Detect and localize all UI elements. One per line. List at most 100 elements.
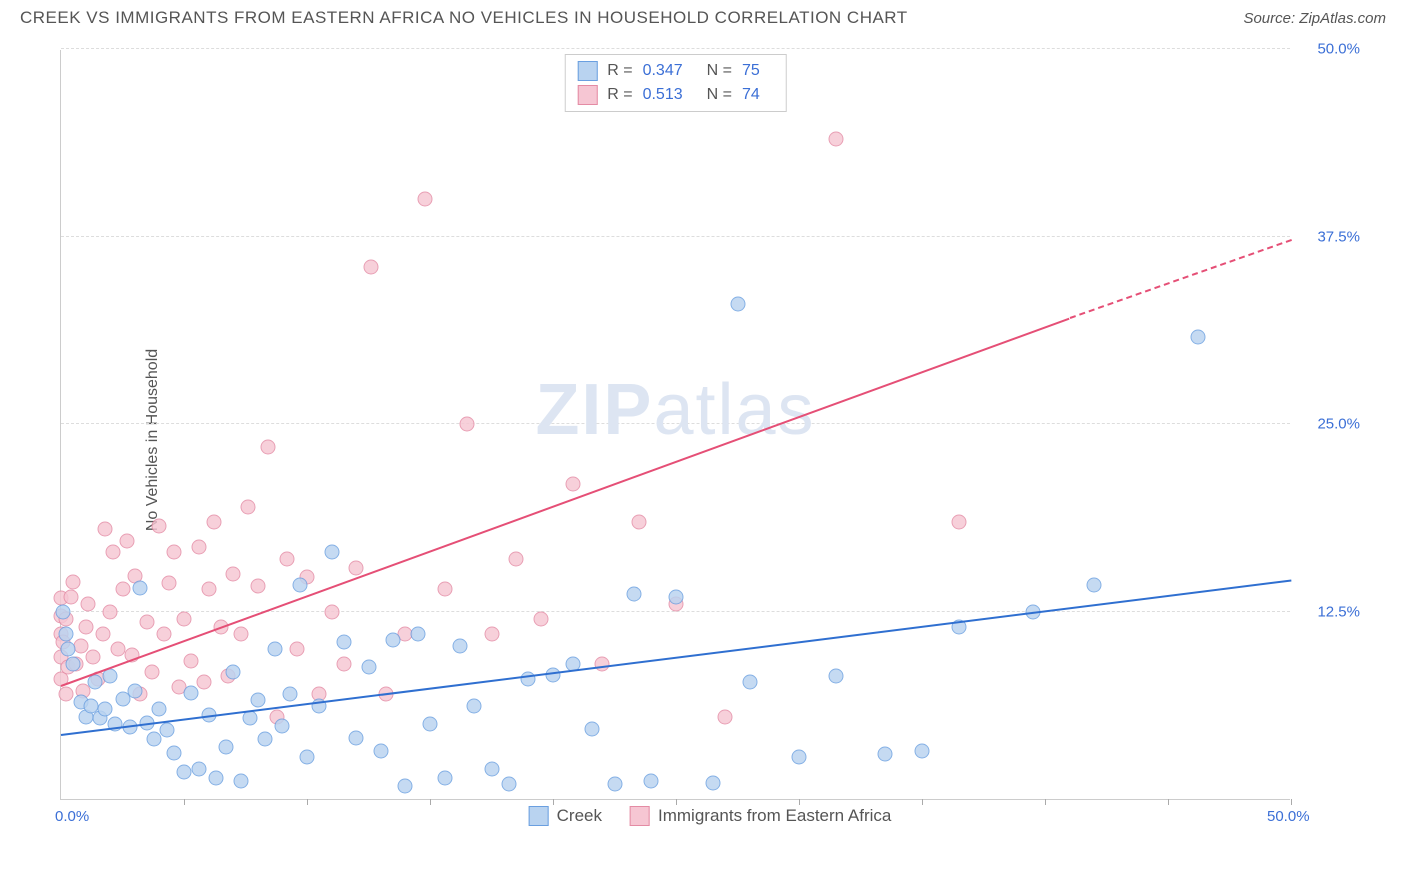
watermark-bold: ZIP — [535, 370, 653, 450]
stats-legend: R = 0.347 N = 75 R = 0.513 N = 74 — [564, 54, 787, 112]
data-point-creek — [373, 744, 388, 759]
x-tick — [184, 799, 185, 805]
data-point-creek — [336, 634, 351, 649]
data-point-immigrants — [167, 544, 182, 559]
data-point-immigrants — [240, 499, 255, 514]
data-point-immigrants — [201, 582, 216, 597]
data-point-creek — [792, 750, 807, 765]
x-tick — [1291, 799, 1292, 805]
data-point-creek — [208, 771, 223, 786]
swatch-immigrants — [577, 85, 597, 105]
data-point-creek — [268, 642, 283, 657]
data-point-creek — [501, 777, 516, 792]
x-tick — [553, 799, 554, 805]
data-point-creek — [705, 775, 720, 790]
data-point-creek — [828, 669, 843, 684]
data-point-immigrants — [418, 192, 433, 207]
regression-line — [61, 317, 1070, 686]
data-point-creek — [669, 589, 684, 604]
data-point-immigrants — [98, 522, 113, 537]
data-point-immigrants — [157, 627, 172, 642]
data-point-creek — [88, 675, 103, 690]
data-point-creek — [218, 739, 233, 754]
x-tick-label: 50.0% — [1267, 808, 1310, 825]
y-tick-label: 25.0% — [1317, 416, 1360, 433]
chart-area: No Vehicles in Household ZIPatlas R = 0.… — [50, 50, 1370, 830]
data-point-immigrants — [828, 132, 843, 147]
data-point-creek — [282, 687, 297, 702]
data-point-creek — [159, 723, 174, 738]
swatch-immigrants-icon — [630, 806, 650, 826]
data-point-immigrants — [233, 627, 248, 642]
data-point-immigrants — [105, 544, 120, 559]
watermark-rest: atlas — [653, 370, 815, 450]
gridline — [61, 236, 1290, 237]
data-point-immigrants — [363, 259, 378, 274]
data-point-immigrants — [115, 582, 130, 597]
stats-row-creek: R = 0.347 N = 75 — [577, 59, 774, 83]
swatch-creek — [577, 61, 597, 81]
data-point-immigrants — [484, 627, 499, 642]
data-point-immigrants — [196, 675, 211, 690]
data-point-immigrants — [595, 657, 610, 672]
legend-item-creek: Creek — [529, 806, 602, 826]
r-label: R = — [607, 62, 632, 80]
data-point-creek — [423, 717, 438, 732]
data-point-creek — [361, 660, 376, 675]
r-value-creek: 0.347 — [643, 62, 683, 80]
data-point-immigrants — [565, 477, 580, 492]
data-point-creek — [61, 642, 76, 657]
r-value-immigrants: 0.513 — [643, 86, 683, 104]
data-point-creek — [585, 721, 600, 736]
data-point-immigrants — [95, 627, 110, 642]
data-point-creek — [607, 777, 622, 792]
data-point-creek — [292, 577, 307, 592]
data-point-immigrants — [177, 612, 192, 627]
y-tick-label: 50.0% — [1317, 41, 1360, 58]
data-point-creek — [58, 627, 73, 642]
gridline — [61, 48, 1290, 49]
r-label: R = — [607, 86, 632, 104]
data-point-creek — [627, 586, 642, 601]
x-tick-label: 0.0% — [55, 808, 89, 825]
data-point-immigrants — [336, 657, 351, 672]
data-point-creek — [742, 675, 757, 690]
n-value-creek: 75 — [742, 62, 760, 80]
data-point-creek — [300, 750, 315, 765]
data-point-creek — [484, 762, 499, 777]
y-tick-label: 12.5% — [1317, 603, 1360, 620]
data-point-immigrants — [290, 642, 305, 657]
data-point-immigrants — [120, 534, 135, 549]
data-point-immigrants — [66, 574, 81, 589]
data-point-creek — [184, 685, 199, 700]
data-point-creek — [127, 684, 142, 699]
data-point-immigrants — [324, 604, 339, 619]
data-point-immigrants — [58, 687, 73, 702]
data-point-creek — [398, 778, 413, 793]
chart-title: CREEK VS IMMIGRANTS FROM EASTERN AFRICA … — [20, 8, 908, 28]
data-point-immigrants — [152, 519, 167, 534]
scatter-plot: ZIPatlas R = 0.347 N = 75 R = 0.513 N = … — [60, 50, 1290, 800]
x-tick — [799, 799, 800, 805]
data-point-immigrants — [280, 552, 295, 567]
data-point-creek — [1190, 330, 1205, 345]
data-point-creek — [132, 580, 147, 595]
n-label: N = — [707, 62, 732, 80]
x-tick — [676, 799, 677, 805]
n-value-immigrants: 74 — [742, 86, 760, 104]
header: CREEK VS IMMIGRANTS FROM EASTERN AFRICA … — [0, 0, 1406, 32]
x-tick — [922, 799, 923, 805]
data-point-immigrants — [145, 664, 160, 679]
data-point-immigrants — [250, 579, 265, 594]
regression-line — [1069, 239, 1291, 319]
data-point-creek — [324, 544, 339, 559]
data-point-immigrants — [459, 417, 474, 432]
data-point-creek — [452, 639, 467, 654]
x-tick — [1045, 799, 1046, 805]
data-point-creek — [467, 699, 482, 714]
swatch-creek-icon — [529, 806, 549, 826]
data-point-creek — [730, 297, 745, 312]
gridline — [61, 423, 1290, 424]
data-point-immigrants — [260, 439, 275, 454]
data-point-creek — [1087, 577, 1102, 592]
